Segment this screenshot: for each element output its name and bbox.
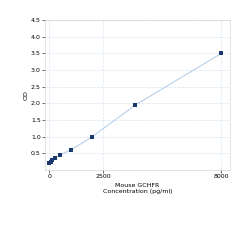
Y-axis label: OD: OD <box>23 90 28 100</box>
X-axis label: Mouse GCHFR
Concentration (pg/ml): Mouse GCHFR Concentration (pg/ml) <box>103 183 172 194</box>
